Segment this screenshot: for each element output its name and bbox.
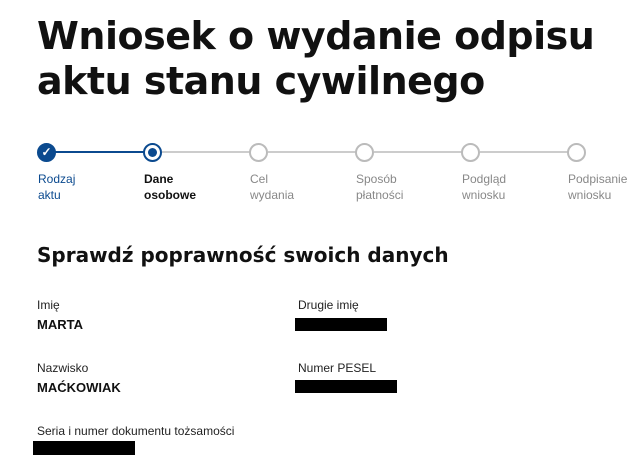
surname-value: MAĆKOWIAK [37, 380, 121, 395]
pending-step-icon [249, 143, 268, 162]
second-name-label: Drugie imię [298, 298, 359, 312]
title-line-2: aktu stanu cywilnego [37, 59, 485, 103]
id-document-redacted [33, 441, 135, 455]
step-cel-wydania: Cel wydania [250, 172, 295, 202]
pending-step-icon [461, 143, 480, 162]
page-title: Wniosek o wydanie odpisu aktu stanu cywil… [37, 14, 595, 104]
step-sposob-platnosci: Sposób płatności [356, 172, 404, 202]
step-podpisanie-wniosku: Podpisanie wniosku [568, 172, 628, 202]
pending-step-icon [567, 143, 586, 162]
first-name-value: MARTA [37, 317, 83, 332]
surname-label: Nazwisko [37, 361, 89, 375]
stepper-connector [480, 151, 570, 153]
stepper-connector [374, 151, 464, 153]
step-dane-osobowe: Dane osobowe [144, 172, 197, 202]
title-line-1: Wniosek o wydanie odpisu [37, 14, 595, 58]
current-step-icon [143, 143, 162, 162]
stepper-connector [162, 151, 252, 153]
pesel-redacted [295, 380, 397, 393]
first-name-label: Imię [37, 298, 60, 312]
pesel-label: Numer PESEL [298, 361, 377, 375]
id-document-label: Seria i numer dokumentu tożsamości [37, 424, 235, 438]
pending-step-icon [355, 143, 374, 162]
stepper-connector [268, 151, 358, 153]
step-podglad-wniosku: Podgląd wniosku [462, 172, 507, 202]
check-icon[interactable]: ✓ [37, 143, 56, 162]
second-name-redacted [295, 318, 387, 331]
step-rodzaj-aktu[interactable]: Rodzaj aktu [38, 172, 76, 202]
section-heading: Sprawdź poprawność swoich danych [37, 243, 449, 267]
stepper-connector [55, 151, 145, 153]
